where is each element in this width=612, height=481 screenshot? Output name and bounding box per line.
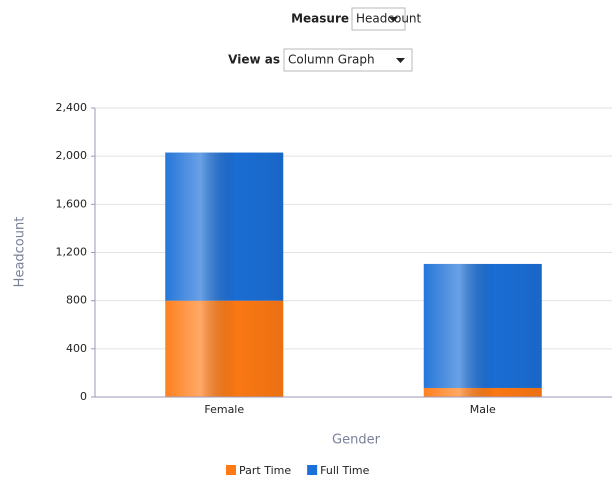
x-tick-label: Male	[470, 403, 496, 416]
legend-swatch	[307, 465, 318, 475]
y-tick-label: 2,000	[56, 149, 88, 162]
bar-shine	[165, 300, 284, 397]
y-tick-label: 800	[66, 294, 87, 307]
bar-shine	[423, 263, 542, 388]
dropdown-value[interactable]: Column Graph	[288, 53, 375, 67]
controls: Measure Headcount View as Column Graph	[228, 7, 422, 72]
legend-label: Full Time	[320, 464, 369, 477]
bar-shine	[423, 387, 542, 397]
dropdown-box[interactable]	[351, 7, 406, 31]
y-tick-label: 0	[80, 390, 87, 403]
x-axis-title: Gender	[332, 433, 381, 448]
bar-shine	[165, 152, 284, 301]
legend-swatch	[226, 465, 236, 475]
dropdown[interactable]: Column Graph	[283, 48, 413, 72]
legend-label: Part Time	[239, 464, 291, 477]
y-tick-label: 400	[66, 342, 87, 355]
y-axis-title: Headcount	[13, 217, 28, 288]
control-label: Measure	[291, 12, 349, 26]
dropdown-arrow[interactable]	[396, 58, 405, 63]
y-tick-label: 1,600	[56, 197, 88, 210]
dropdown-value[interactable]: Headcount	[356, 12, 422, 26]
chart: Headcount Gender 0 400 800 1,200 1,600 2,000 2…	[13, 101, 612, 477]
y-tick-label: 1,200	[56, 246, 88, 259]
dropdown[interactable]: Headcount	[351, 7, 422, 31]
y-tick-label: 2,400	[56, 101, 88, 114]
dropdown-arrow[interactable]	[389, 17, 398, 22]
x-tick-label: Female	[204, 403, 244, 416]
control-label: View as	[228, 53, 280, 67]
dropdown-box[interactable]	[283, 48, 413, 72]
